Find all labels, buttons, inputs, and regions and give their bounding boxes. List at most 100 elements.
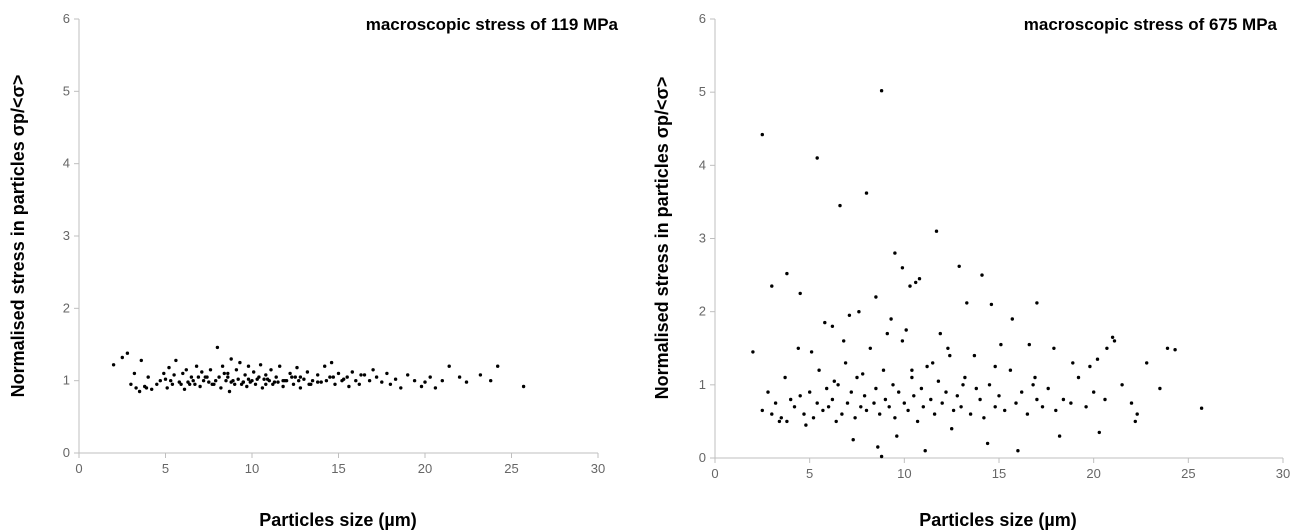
y-axis-title: Normalised stress in particles σp/<σ> (8, 75, 28, 398)
data-point (802, 412, 806, 416)
chart-2: 0 1 2 3 4 5 6 0 5 10 15 20 25 30 macroscopic stress of… (652, 11, 1290, 530)
data-point (423, 380, 427, 384)
data-point (830, 324, 835, 328)
data-point (904, 328, 908, 332)
data-point (186, 380, 190, 384)
data-point (447, 364, 451, 368)
data-point (987, 383, 992, 387)
data-point (1112, 339, 1117, 343)
data-point (815, 401, 819, 405)
data-point (881, 368, 886, 372)
data-point (963, 375, 967, 380)
data-point (236, 377, 240, 381)
data-point (200, 370, 204, 374)
y-tick-label: 4 (63, 156, 70, 171)
data-point (224, 379, 228, 383)
y-tick-label: 6 (699, 11, 706, 26)
data-point (1054, 408, 1058, 413)
data-point (496, 364, 500, 368)
chart-title: macroscopic stress of 675 MPa (1024, 15, 1278, 34)
data-point (906, 408, 910, 413)
data-point (923, 449, 927, 453)
x-tick-label: 5 (162, 461, 169, 476)
data-point (215, 345, 220, 350)
data-point (243, 373, 247, 377)
data-point (129, 382, 133, 386)
data-point (288, 371, 292, 376)
data-point (440, 379, 444, 383)
data-point (849, 390, 853, 394)
data-point (269, 368, 273, 372)
data-point (889, 317, 893, 321)
y-tick-label: 6 (63, 11, 70, 26)
data-point (347, 384, 351, 389)
data-point (1040, 405, 1045, 409)
data-point (861, 372, 865, 376)
data-point (388, 382, 393, 386)
data-point (940, 401, 944, 405)
data-point (980, 273, 984, 277)
data-point (132, 371, 137, 376)
data-point (965, 301, 969, 305)
data-point (246, 364, 251, 368)
data-point (229, 380, 233, 384)
data-point (895, 434, 899, 438)
data-point (972, 353, 977, 358)
y-tick-label: 1 (699, 377, 706, 392)
data-point (260, 386, 265, 390)
data-point (165, 386, 169, 390)
x-tick-label: 10 (245, 461, 259, 476)
data-point (412, 379, 417, 383)
data-point (993, 364, 997, 369)
data-point (307, 382, 311, 386)
data-point (399, 386, 403, 390)
data-point (817, 368, 821, 372)
data-point (809, 350, 814, 354)
data-point (210, 382, 214, 386)
data-point (170, 382, 175, 386)
data-point (362, 373, 367, 377)
x-tick-label: 20 (1086, 466, 1100, 481)
data-point (968, 412, 973, 416)
data-point (208, 368, 213, 372)
data-point (276, 380, 280, 384)
y-tick-label: 2 (699, 304, 706, 319)
data-point (1008, 368, 1013, 372)
data-point (134, 386, 138, 390)
data-point (310, 379, 315, 383)
data-point (893, 251, 897, 255)
data-point (948, 353, 952, 358)
data-point (950, 427, 954, 431)
data-point (464, 380, 469, 384)
data-point (910, 368, 914, 372)
data-point (879, 89, 884, 93)
data-point (872, 401, 876, 405)
data-point (777, 419, 782, 424)
data-point (770, 412, 774, 416)
data-point (921, 405, 925, 409)
data-point (229, 357, 233, 361)
data-point (893, 416, 897, 420)
data-point (1052, 346, 1056, 350)
data-point (158, 379, 162, 383)
data-point (281, 379, 285, 383)
data-point (917, 277, 922, 281)
data-point (751, 350, 755, 354)
data-point (929, 397, 933, 402)
data-point (862, 394, 867, 398)
y-tick-label: 0 (63, 445, 70, 460)
data-point (946, 346, 950, 350)
data-point (900, 266, 905, 270)
data-point (241, 380, 245, 384)
data-point (1071, 361, 1075, 365)
data-point (174, 358, 178, 363)
data-point (823, 320, 827, 325)
data-point (832, 379, 836, 383)
data-point (1135, 412, 1139, 416)
data-point (936, 379, 941, 383)
data-point (1061, 397, 1066, 402)
data-point (281, 384, 285, 389)
data-point (838, 203, 842, 208)
data-point (342, 377, 346, 381)
data-point (1025, 412, 1030, 416)
